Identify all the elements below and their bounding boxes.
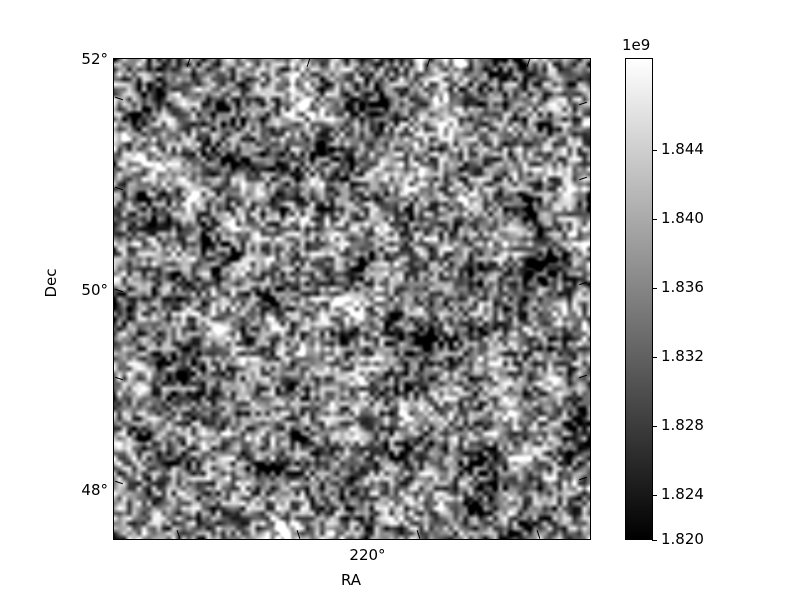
colorbar-tick-mark — [652, 150, 657, 151]
colorbar-tick-label: 1.824 — [661, 485, 704, 503]
y-tick-label-48: 48° — [81, 481, 108, 499]
colorbar-tick-mark — [652, 540, 657, 541]
x-axis-label: RA — [340, 571, 362, 589]
colorbar-tick-mark — [652, 426, 657, 427]
colorbar-tick-label: 1.844 — [661, 140, 704, 158]
colorbar-tick-label: 1.840 — [661, 209, 704, 227]
y-tick-label-50: 50° — [81, 281, 108, 299]
colorbar-tick-mark — [652, 288, 657, 289]
colorbar-tick-mark — [652, 219, 657, 220]
y-axis-label: Dec — [42, 268, 60, 298]
colorbar-tick-label: 1.828 — [661, 416, 704, 434]
colorbar-offset-text: 1e9 — [622, 36, 651, 54]
y-tick-label-52: 52° — [81, 50, 108, 68]
sky-image-heatmap — [114, 59, 590, 539]
colorbar-tick-mark — [652, 495, 657, 496]
x-tick-label-220: 220° — [349, 546, 386, 564]
colorbar[interactable] — [625, 58, 653, 540]
colorbar-tick-label: 1.820 — [661, 530, 704, 548]
colorbar-tick-label: 1.836 — [661, 278, 704, 296]
colorbar-tick-mark — [652, 357, 657, 358]
sky-image-axes[interactable] — [113, 58, 591, 540]
colorbar-tick-label: 1.832 — [661, 347, 704, 365]
